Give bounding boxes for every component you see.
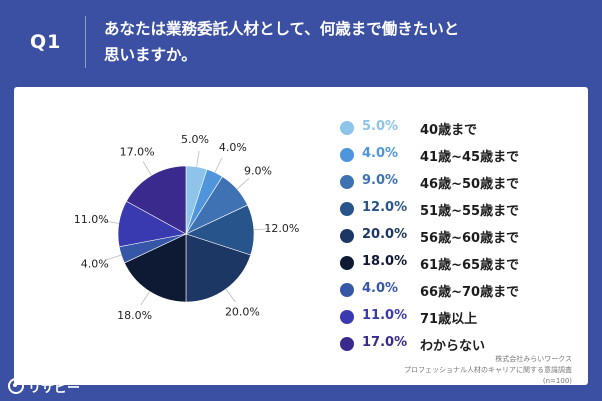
legend-percent-5: 20.0% <box>362 227 408 242</box>
legend-percent-2: 4.0% <box>362 146 399 161</box>
legend-swatch-6 <box>340 256 354 270</box>
survey-footnote: 株式会社みらいワークス プロフェッショナル人材のキャリアに関する意識調査 (n=… <box>404 354 572 387</box>
legend-percent-6: 18.0% <box>362 254 408 269</box>
header-divider <box>85 16 86 68</box>
brand-name: リサピー <box>28 381 81 396</box>
legend-swatch-3 <box>340 175 354 189</box>
leader-line-9 <box>142 161 152 176</box>
pie-label-2: 4.0% <box>219 141 247 154</box>
legend-percent-7: 4.0% <box>362 281 399 296</box>
chart-panel: 5.0% 4.0% 9.0% 12.0% 20.0% 18.0% 4.0% 11.0% 17.0… <box>14 87 588 385</box>
risapy-logo-icon <box>8 378 24 394</box>
legend-swatch-7 <box>340 283 354 297</box>
pie-chart: 5.0% 4.0% 9.0% 12.0% 20.0% 18.0% 4.0% 11.0% 17.0… <box>74 133 300 322</box>
pie-label-5: 20.0% <box>225 306 260 319</box>
legend-swatch-8 <box>340 310 354 324</box>
leader-line-1 <box>196 150 200 167</box>
footnote-survey: プロフェッショナル人材のキャリアに関する意識調査 <box>404 366 572 374</box>
legend-percent-4: 12.0% <box>362 200 408 215</box>
pie-slice-6 <box>124 233 187 303</box>
footnote-sample: (n=100) <box>542 377 572 385</box>
legend-swatch-9 <box>340 337 354 351</box>
legend-percent-9: 17.0% <box>362 335 408 350</box>
legend-swatch-4 <box>340 202 354 216</box>
legend-swatch-5 <box>340 229 354 243</box>
pie-label-4: 12.0% <box>264 222 299 235</box>
leader-line-6 <box>140 291 150 306</box>
legend-category-4: 51歳~55歳まで <box>420 204 520 219</box>
legend-category-1: 40歳まで <box>420 123 478 138</box>
pie-label-6: 18.0% <box>117 309 152 322</box>
legend-percent-3: 9.0% <box>362 173 399 188</box>
question-line-2: 思いますか。 <box>104 46 197 64</box>
pie-label-8: 11.0% <box>74 213 109 226</box>
legend-category-9: わからない <box>420 339 486 354</box>
leader-line-4 <box>253 228 270 231</box>
legend-category-5: 56歳~60歳まで <box>420 231 520 246</box>
header: Q1 あなたは業務委託人材として、何歳まで働きたいと 思いますか。 <box>0 0 602 86</box>
pie-label-3: 9.0% <box>244 165 272 178</box>
legend-percent-1: 5.0% <box>362 119 399 134</box>
legend-category-3: 46歳~50歳まで <box>420 177 520 192</box>
leader-line-7 <box>105 254 122 261</box>
pie-slice-9 <box>126 165 187 235</box>
leader-line-3 <box>236 178 250 190</box>
footnote-company: 株式会社みらいワークス <box>495 355 572 363</box>
leader-line-2 <box>214 157 223 173</box>
legend-swatch-1 <box>340 121 354 135</box>
pie-label-7: 4.0% <box>81 258 109 271</box>
question-text: あなたは業務委託人材として、何歳まで働きたいと 思いますか。 <box>104 16 584 68</box>
question-line-1: あなたは業務委託人材として、何歳まで働きたいと <box>104 20 460 38</box>
pie-label-1: 5.0% <box>181 133 209 146</box>
legend-category-2: 41歳~45歳まで <box>420 150 520 165</box>
leader-line-8 <box>102 220 119 224</box>
legend-swatch-2 <box>340 148 354 162</box>
legend-category-7: 66歳~70歳まで <box>420 285 520 300</box>
pie-slice-5 <box>185 233 252 303</box>
legend-category-8: 71歳以上 <box>420 312 478 327</box>
legend-category-6: 61歳~65歳まで <box>420 258 520 273</box>
pie-label-9: 17.0% <box>120 145 155 158</box>
question-number: Q1 <box>30 31 62 53</box>
legend-percent-8: 11.0% <box>362 308 408 323</box>
leader-line-5 <box>225 288 236 303</box>
